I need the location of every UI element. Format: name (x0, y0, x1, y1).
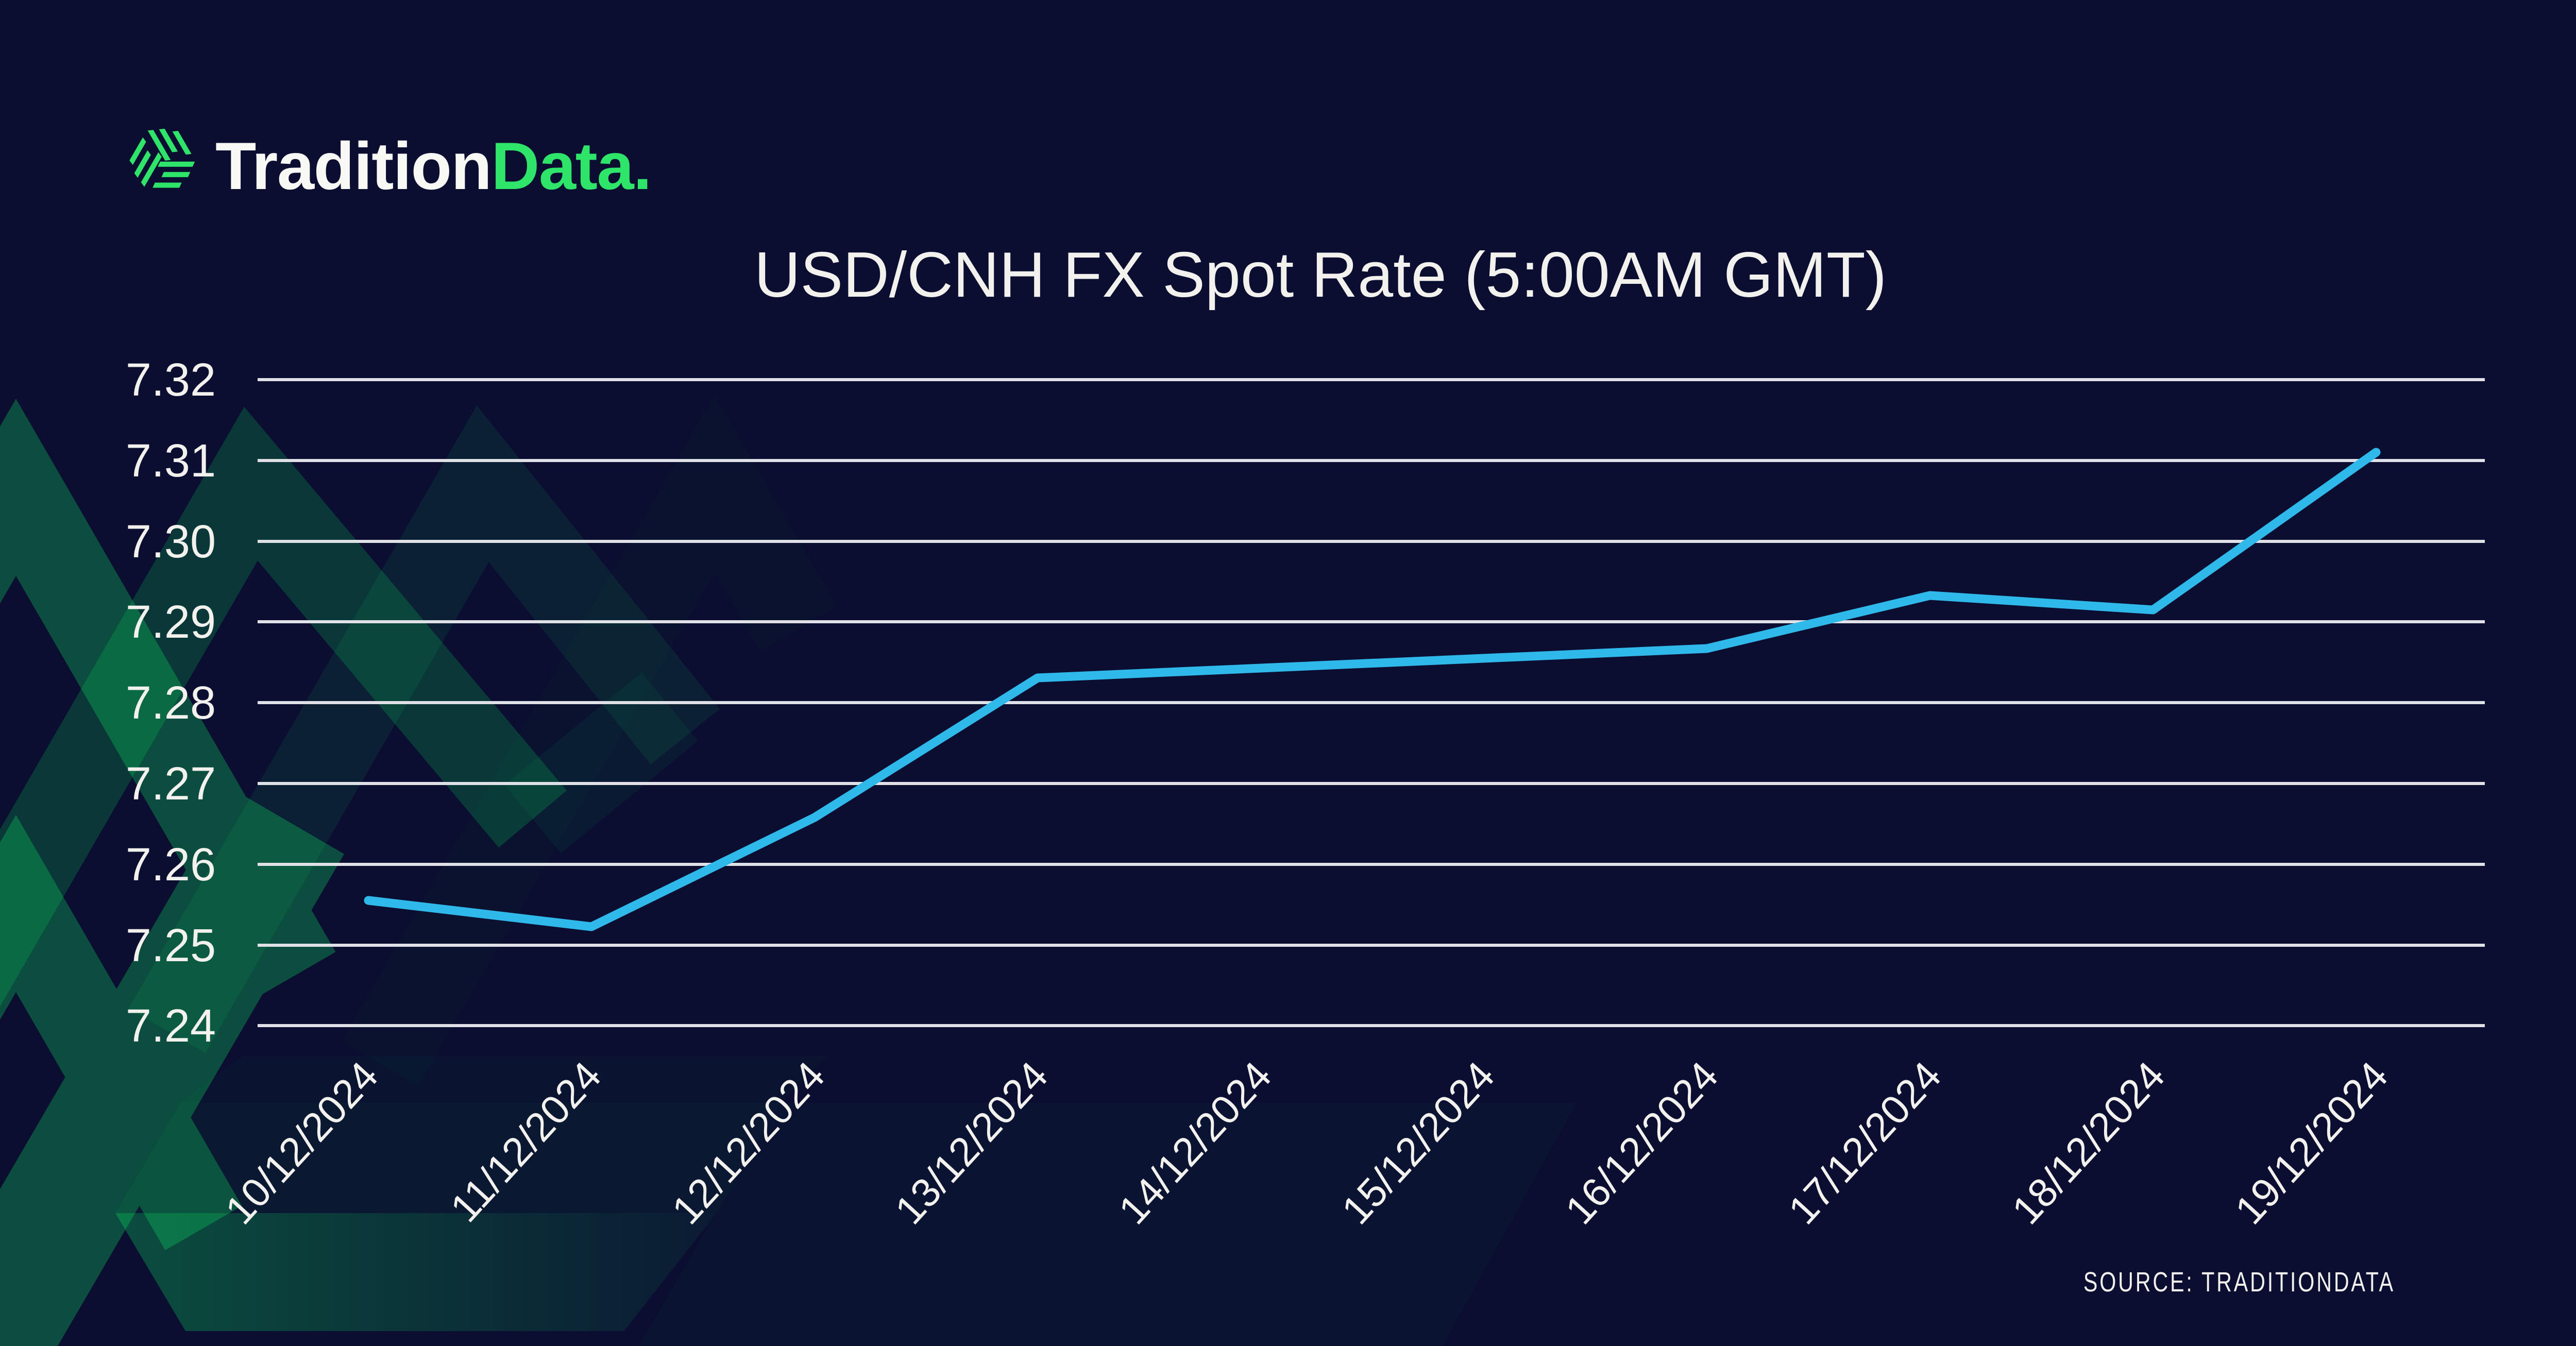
svg-text:USD/CNH FX Spot Rate (5:00AM G: USD/CNH FX Spot Rate (5:00AM GMT) (754, 240, 1887, 311)
svg-text:7.28: 7.28 (126, 677, 216, 729)
svg-text:7.26: 7.26 (126, 839, 216, 891)
svg-text:7.32: 7.32 (126, 354, 216, 406)
svg-text:7.24: 7.24 (126, 1000, 216, 1052)
svg-text:SOURCE: TRADITIONDATA: SOURCE: TRADITIONDATA (2083, 1267, 2395, 1298)
svg-text:7.25: 7.25 (126, 920, 216, 972)
svg-text:7.27: 7.27 (126, 758, 216, 810)
svg-text:TraditionData.: TraditionData. (215, 128, 651, 203)
svg-text:7.29: 7.29 (126, 597, 216, 648)
svg-text:7.30: 7.30 (126, 516, 216, 568)
svg-text:7.31: 7.31 (126, 435, 216, 487)
